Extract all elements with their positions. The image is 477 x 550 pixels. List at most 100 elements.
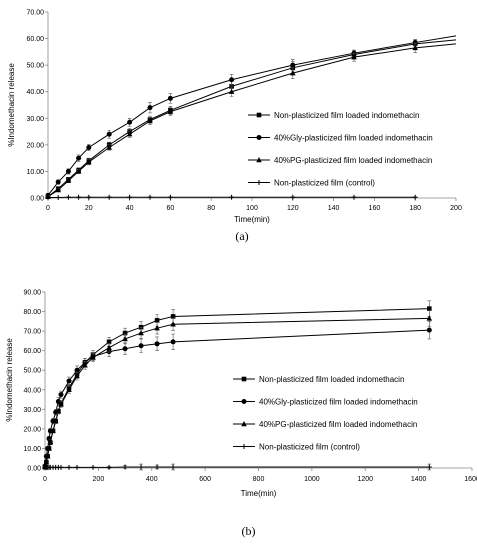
data-point — [351, 194, 357, 200]
legend-entry: 40%PG-plasticized film loaded indomethac… — [274, 156, 432, 165]
series-plus — [45, 194, 418, 200]
y-tick-label: 30.00 — [26, 116, 44, 123]
data-point — [170, 464, 176, 470]
y-tick-label: 70.00 — [26, 10, 44, 17]
data-point — [45, 194, 51, 200]
data-point — [170, 339, 176, 345]
data-point — [74, 464, 80, 470]
data-point — [44, 453, 51, 459]
data-point — [351, 54, 357, 60]
y-tick-label: 40.00 — [26, 89, 44, 96]
series-line — [47, 43, 457, 198]
x-tick-label: 100 — [246, 205, 258, 212]
chart-panel-b: 0.00 10.00 20.00 30.00 40.00 50.00 60.00 70.00 8… — [5, 290, 477, 539]
x-tick-label: 40 — [126, 205, 134, 212]
data-point — [43, 459, 50, 465]
legend-marker — [256, 135, 262, 140]
legend-entry: Non-plasticized film (control) — [259, 443, 360, 452]
x-axis-label: Time(min) — [234, 215, 270, 224]
data-point — [412, 44, 418, 51]
data-point — [412, 194, 418, 200]
data-point — [122, 464, 128, 470]
data-point — [55, 408, 62, 414]
data-point — [65, 194, 71, 200]
legend-marker — [241, 421, 247, 427]
x-tick-label: 200 — [93, 476, 105, 483]
data-point — [46, 445, 52, 451]
data-point — [122, 335, 128, 342]
legend-marker — [256, 112, 262, 118]
data-point — [66, 464, 72, 470]
data-point — [138, 464, 144, 470]
data-point — [58, 392, 64, 398]
data-point — [412, 40, 418, 46]
data-point — [167, 194, 173, 200]
y-axis-label: %Indomethacin release — [5, 338, 14, 422]
panel-label: (a) — [235, 229, 248, 243]
legend-marker — [256, 180, 262, 185]
data-point — [138, 330, 144, 336]
x-tick-label: 600 — [199, 476, 211, 483]
y-tick-label: 20.00 — [23, 426, 41, 433]
series-square — [42, 300, 432, 470]
data-point — [90, 464, 96, 470]
data-point — [106, 344, 112, 350]
x-tick-label: 0 — [43, 476, 47, 483]
data-point — [229, 194, 235, 200]
data-point — [167, 95, 173, 101]
data-point — [66, 378, 72, 384]
legend-entry: Non-plasticized film loaded indomethacin — [259, 375, 404, 384]
data-point — [122, 330, 128, 336]
legend-marker — [241, 399, 247, 404]
series-line — [44, 317, 430, 468]
x-axis-label: Time(min) — [241, 489, 277, 498]
x-tick-label: 60 — [167, 205, 175, 212]
data-point — [106, 131, 112, 137]
legend-entry: 40%PG-plasticized film loaded indomethac… — [259, 420, 417, 429]
y-tick-label: 90.00 — [23, 290, 41, 297]
data-point — [55, 179, 61, 185]
x-tick-label: 200 — [450, 205, 462, 212]
data-point — [147, 117, 153, 124]
data-point — [55, 399, 61, 405]
x-tick-label: 1600 — [464, 476, 477, 483]
y-tick-label: 0.00 — [27, 466, 41, 473]
data-point — [86, 159, 92, 165]
x-tick-label: 140 — [328, 205, 340, 212]
data-point — [229, 77, 235, 83]
legend-marker — [241, 444, 247, 449]
y-tick-label: 20.00 — [26, 142, 44, 149]
legend-entry: Non-plasticized film (control) — [274, 179, 375, 188]
y-tick-label: 30.00 — [23, 407, 41, 414]
data-point — [65, 168, 71, 174]
data-point — [76, 194, 82, 200]
data-point — [290, 70, 296, 76]
data-point — [47, 438, 54, 444]
data-point — [75, 168, 82, 174]
data-point — [228, 88, 235, 94]
data-point — [427, 306, 432, 311]
legend-entry: 40%Gly-plasticized film loaded indometha… — [274, 134, 433, 143]
series-triangle — [42, 310, 433, 470]
x-tick-label: 1400 — [411, 476, 427, 483]
x-tick-label: 800 — [253, 476, 265, 483]
data-point — [154, 325, 160, 331]
data-point — [106, 194, 112, 200]
data-point — [127, 119, 133, 125]
y-tick-label: 50.00 — [23, 368, 41, 375]
data-point — [127, 194, 133, 200]
data-point — [426, 327, 432, 333]
data-point — [106, 144, 112, 150]
data-point — [170, 314, 176, 319]
x-tick-label: 400 — [146, 476, 158, 483]
legend: Non-plasticized film loaded indomethacin… — [233, 375, 418, 452]
data-point — [66, 386, 72, 392]
data-point — [138, 343, 144, 349]
data-point — [58, 464, 64, 470]
y-tick-label: 60.00 — [23, 348, 41, 355]
legend-marker — [256, 157, 262, 163]
data-point — [229, 84, 234, 89]
y-axis-label: %Indomethacin release — [7, 63, 16, 147]
chart-panel-a: 0.00 10.00 20.00 30.00 40.00 50.00 60.00 70.00 0… — [7, 10, 462, 244]
